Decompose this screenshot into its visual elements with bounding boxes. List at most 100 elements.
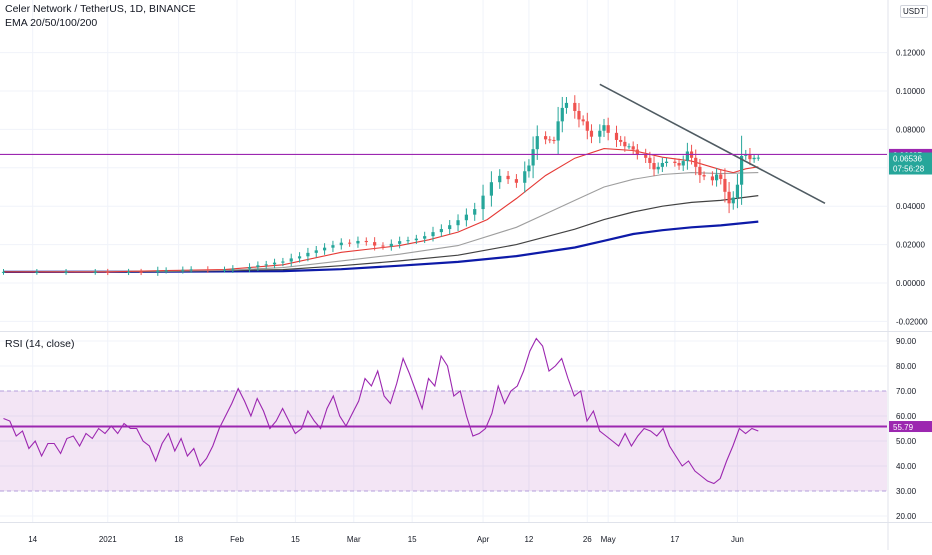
time-tick-label: 14 xyxy=(28,535,37,544)
candle-body xyxy=(389,243,393,247)
candle-body xyxy=(531,149,535,166)
price-tick-label: 0.00000 xyxy=(896,279,925,288)
candle-body xyxy=(506,175,510,180)
candle-body xyxy=(514,179,519,183)
candle-body xyxy=(589,130,594,137)
candle-body xyxy=(164,270,168,272)
candle-body xyxy=(573,102,577,111)
candle-body xyxy=(598,130,602,137)
candle-body xyxy=(719,174,723,179)
trendline xyxy=(599,83,826,205)
time-tick-label: Apr xyxy=(477,535,490,544)
ema100-line xyxy=(3,195,759,273)
candle-body xyxy=(681,161,685,166)
candle-body xyxy=(231,268,235,270)
price-tick-label: 0.10000 xyxy=(896,87,925,96)
candle-body xyxy=(339,242,343,246)
currency-label[interactable]: USDT xyxy=(900,5,928,18)
candle-body xyxy=(431,232,435,237)
candle-body xyxy=(189,269,193,271)
time-tick-label: 15 xyxy=(291,535,300,544)
candle-body xyxy=(456,220,460,226)
candle-body xyxy=(473,209,477,215)
candle-body xyxy=(710,176,715,181)
candle-body xyxy=(548,139,552,141)
candle-body xyxy=(644,153,648,158)
candle-body xyxy=(348,242,352,244)
candle-body xyxy=(731,197,735,204)
candle-body xyxy=(297,256,302,259)
price-tick-label: 0.04000 xyxy=(896,202,925,211)
candle-body xyxy=(664,161,669,163)
candle-body xyxy=(723,178,727,192)
candle-body xyxy=(564,102,569,108)
candle-body xyxy=(247,267,252,269)
candle-body xyxy=(698,166,702,176)
candle-body xyxy=(272,262,277,265)
candle-body xyxy=(544,136,548,140)
candle-body xyxy=(222,269,227,271)
rsi-value-badge: 55.79 xyxy=(889,421,932,433)
price-tick-label: 0.12000 xyxy=(896,49,925,58)
candle-body xyxy=(627,146,631,148)
candle-body xyxy=(560,107,564,122)
candle-body xyxy=(423,236,427,239)
candle-body xyxy=(93,271,97,273)
candle-body xyxy=(322,247,327,251)
candle-body xyxy=(619,139,623,142)
ema-indicator-label: EMA 20/50/100/200 xyxy=(5,17,98,29)
candle-body xyxy=(206,269,210,271)
candle-body xyxy=(414,238,418,241)
candle-body xyxy=(256,265,260,268)
time-tick-label: 2021 xyxy=(99,535,117,544)
candle-body xyxy=(139,271,143,273)
candle-body xyxy=(614,132,619,140)
candle-body xyxy=(585,121,589,131)
candle-body xyxy=(581,119,585,122)
candle-body xyxy=(714,174,719,181)
candle-body xyxy=(314,250,318,253)
candle-body xyxy=(306,252,310,257)
candle-body xyxy=(623,141,627,147)
rsi-tick-label: 80.00 xyxy=(896,362,917,371)
candle-body xyxy=(527,165,531,172)
candle-body xyxy=(656,166,660,170)
rsi-value-badge-text: 55.79 xyxy=(893,423,914,432)
rsi-tick-label: 70.00 xyxy=(896,387,917,396)
candle-body xyxy=(398,241,402,244)
candle-body xyxy=(489,182,493,196)
time-tick-label: Feb xyxy=(230,535,244,544)
candle-body xyxy=(606,125,610,133)
price-tick-label: 0.02000 xyxy=(896,241,925,250)
rsi-tick-label: 20.00 xyxy=(896,512,917,521)
candle-body xyxy=(156,270,160,273)
last-price-badge-bg xyxy=(889,152,932,175)
candle-body xyxy=(685,151,689,162)
chart-title: Celer Network / TetherUS, 1D, BINANCE xyxy=(5,3,196,15)
rsi-tick-label: 90.00 xyxy=(896,337,917,346)
candle-body xyxy=(635,149,639,154)
ema200-line xyxy=(3,220,759,273)
ema50-line xyxy=(3,172,759,273)
ema20-line xyxy=(3,148,759,273)
time-tick-label: 18 xyxy=(174,535,183,544)
candle-body xyxy=(498,175,502,183)
last-price-badge-text: 07:56:28 xyxy=(893,165,925,174)
candle-body xyxy=(281,261,285,263)
candle-body xyxy=(439,229,443,233)
rsi-tick-label: 60.00 xyxy=(896,412,917,421)
time-tick-label: Mar xyxy=(347,535,361,544)
candle-body xyxy=(181,269,185,271)
rsi-tick-label: 30.00 xyxy=(896,487,917,496)
candle-body xyxy=(739,155,744,185)
candle-body xyxy=(331,245,335,248)
price-tick-label: 0.08000 xyxy=(896,125,925,134)
candle-body xyxy=(694,157,698,167)
candle-body xyxy=(264,264,268,266)
candle-body xyxy=(481,195,485,210)
candle-body xyxy=(652,163,656,170)
candle-body xyxy=(373,242,377,246)
